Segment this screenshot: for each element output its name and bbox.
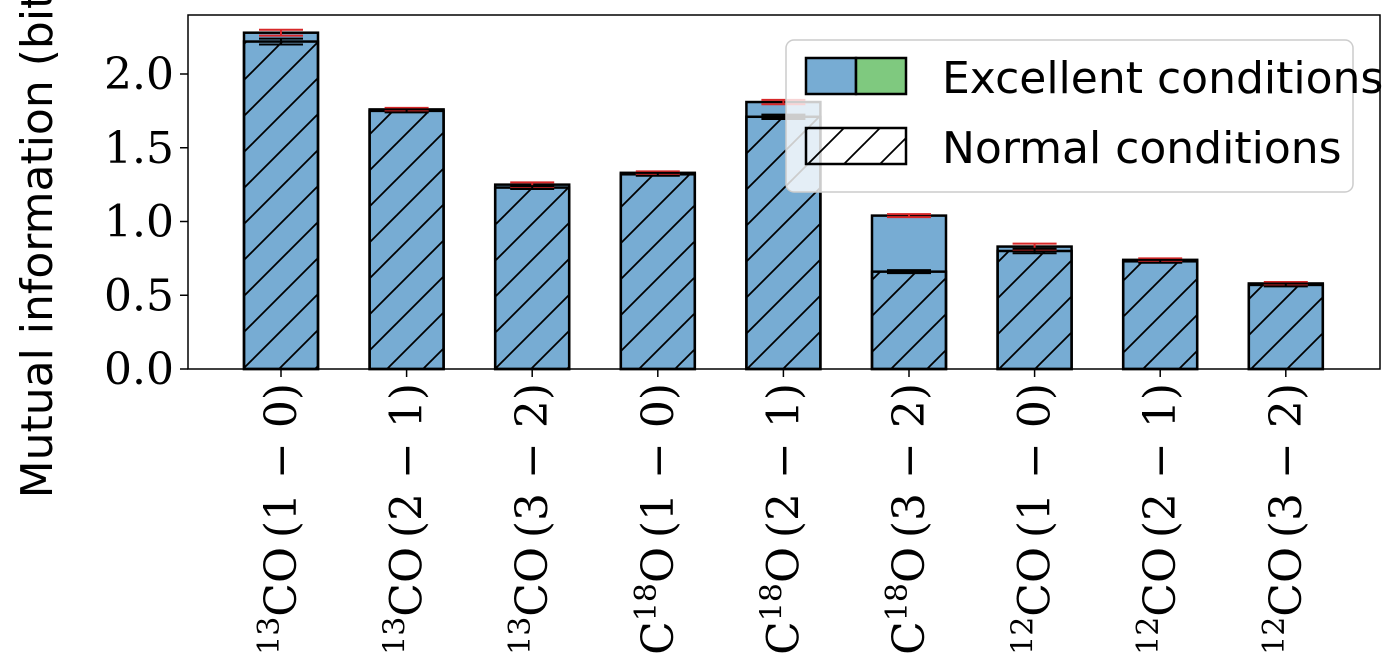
y-axis-label: Mutual information (bits) [12,0,63,498]
y-tick-label: 1.5 [104,123,174,174]
error-bar-normal [635,171,680,177]
legend-swatch-excellent-blue [804,56,858,96]
x-tick-label: 12CO (1 − 0) [1005,383,1061,653]
legend-label-excellent: Excellent conditions [942,53,1383,104]
legend-label-normal: Normal conditions [942,123,1342,174]
bar-normal [870,270,948,371]
bar-normal [242,40,320,371]
x-tick-label: 12CO (2 − 1) [1131,383,1187,653]
y-tick-label: 0.0 [104,344,174,395]
x-tick-label: C18O (2 − 1) [754,383,810,653]
error-bar-normal [510,185,555,191]
x-tick-label: 13CO (1 − 0) [252,383,308,653]
error-bar-excellent [887,213,931,219]
y-axis: 0.0 0.5 1.0 1.5 2.0 [104,49,188,395]
x-tick-label: 13CO (3 − 2) [503,383,559,653]
error-bar-normal [384,108,429,114]
error-bar-excellent [259,28,303,37]
x-axis: 13CO (1 − 0) 13CO (2 − 1) 13CO (3 − 2) C18O… [252,369,1312,653]
error-bar-normal [259,37,303,46]
error-bar-normal [1263,282,1308,288]
legend-swatch-normal [804,126,908,166]
bar-normal [1121,260,1199,371]
error-bar-normal [1012,247,1057,255]
legend-frame [785,39,1354,193]
error-bar-normal [887,269,931,275]
error-bars-layer [259,28,1308,288]
y-tick-label: 2.0 [104,49,174,100]
bar-normal [1247,283,1325,371]
bar-normal [368,109,445,371]
y-tick-label: 1.0 [104,197,174,248]
bar-normal [493,186,571,371]
x-tick-label: 12CO (3 − 2) [1256,383,1312,653]
y-tick-label: 0.5 [104,270,174,321]
error-bar-normal [1138,258,1183,264]
legend-swatch-excellent-green [854,56,908,96]
legend: Excellent conditions Normal conditions [785,39,1383,193]
bar-normal [996,249,1073,371]
x-tick-label: C18O (1 − 0) [628,383,684,653]
x-tick-label: 13CO (2 − 1) [377,383,433,653]
bar-normal [619,173,697,371]
x-tick-label: C18O (3 − 2) [880,383,936,653]
